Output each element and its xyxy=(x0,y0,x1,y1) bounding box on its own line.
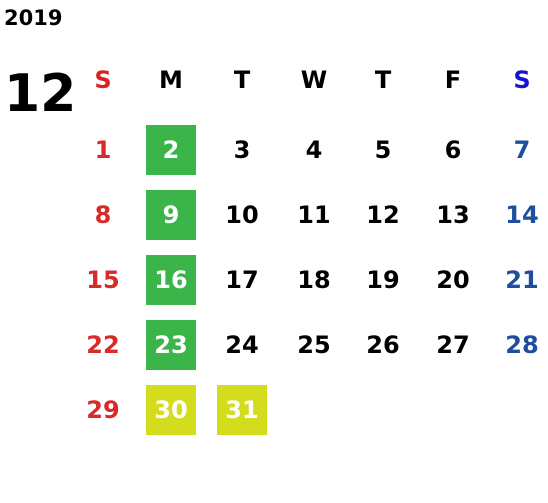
day-highlight xyxy=(146,320,196,370)
day: 8 xyxy=(95,201,112,229)
day: 13 xyxy=(436,201,469,229)
day: 16 xyxy=(154,266,187,294)
day-highlight xyxy=(146,255,196,305)
day: 6 xyxy=(445,136,462,164)
month: 12 xyxy=(4,64,76,124)
day: 25 xyxy=(297,331,330,359)
day-highlight xyxy=(217,385,267,435)
day: 7 xyxy=(514,136,531,164)
day-highlight xyxy=(146,190,196,240)
day: 11 xyxy=(297,201,330,229)
day: 4 xyxy=(306,136,323,164)
year: 2019 xyxy=(4,6,62,30)
day-highlight xyxy=(146,385,196,435)
day-highlight xyxy=(146,125,196,175)
day: 5 xyxy=(375,136,392,164)
weekday-header: W xyxy=(301,66,327,94)
day: 22 xyxy=(86,331,119,359)
weekday-header: M xyxy=(159,66,183,94)
weekday-header: S xyxy=(94,66,111,94)
day: 9 xyxy=(163,201,180,229)
day: 21 xyxy=(505,266,538,294)
day: 20 xyxy=(436,266,469,294)
weekday-header: T xyxy=(375,66,392,94)
day: 2 xyxy=(163,136,180,164)
day: 30 xyxy=(154,396,187,424)
day: 27 xyxy=(436,331,469,359)
day: 3 xyxy=(234,136,251,164)
day: 14 xyxy=(505,201,538,229)
weekday-header: S xyxy=(513,66,530,94)
day: 18 xyxy=(297,266,330,294)
day: 24 xyxy=(225,331,258,359)
weekday-header: F xyxy=(445,66,461,94)
weekday-header: T xyxy=(234,66,251,94)
day: 23 xyxy=(154,331,187,359)
day: 12 xyxy=(366,201,399,229)
day: 31 xyxy=(225,396,258,424)
day: 26 xyxy=(366,331,399,359)
day: 28 xyxy=(505,331,538,359)
day: 29 xyxy=(86,396,119,424)
day: 10 xyxy=(225,201,258,229)
day: 1 xyxy=(95,136,112,164)
day: 17 xyxy=(225,266,258,294)
day: 15 xyxy=(86,266,119,294)
day: 19 xyxy=(366,266,399,294)
